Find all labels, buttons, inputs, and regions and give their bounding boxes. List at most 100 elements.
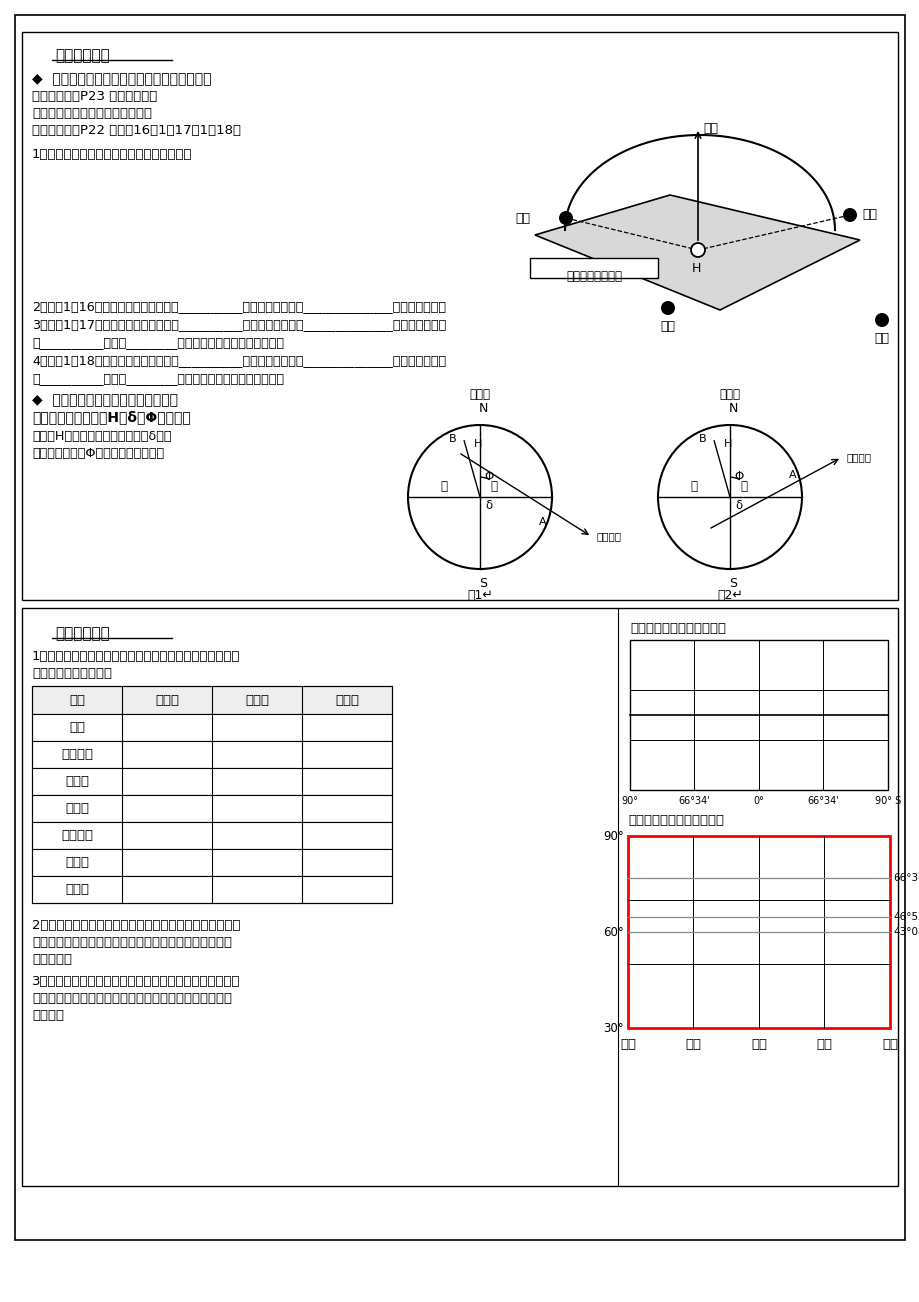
Text: 太阳的视运动轨迹: 太阳的视运动轨迹	[565, 270, 621, 283]
Text: 地平面: 地平面	[719, 388, 740, 401]
Text: 纬线: 纬线	[69, 694, 85, 707]
Text: 并在右边上图上画出两分两至日正午太阳高度随纬度的变: 并在右边上图上画出两分两至日正午太阳高度随纬度的变	[32, 936, 232, 949]
Bar	[32, 822, 391, 849]
Polygon shape	[535, 195, 859, 310]
Text: 光直射点纬度、Φ为所求地当地纬度）: 光直射点纬度、Φ为所求地当地纬度）	[32, 447, 164, 460]
Text: 2、根据计算结果，探讨正午太阳高度随纬度的变化规律，: 2、根据计算结果，探讨正午太阳高度随纬度的变化规律，	[32, 919, 240, 932]
Text: 夏至: 夏至	[750, 1038, 766, 1051]
Text: 30°: 30°	[603, 1022, 623, 1035]
Text: 0°: 0°	[753, 796, 764, 806]
Text: 夏至日: 夏至日	[244, 694, 268, 707]
Text: δ: δ	[484, 499, 492, 512]
Circle shape	[660, 301, 675, 315]
Text: H: H	[691, 262, 700, 275]
Bar	[628, 836, 889, 1029]
Text: S: S	[479, 577, 486, 590]
Bar	[32, 796, 391, 822]
Text: 《定向自学》: 《定向自学》	[55, 48, 109, 62]
Text: 北极点: 北极点	[65, 802, 89, 815]
Bar	[32, 741, 391, 768]
Text: 66°34': 66°34'	[678, 796, 709, 806]
Text: ◆  任务二：根据右面的图１和图２，: ◆ 任务二：根据右面的图１和图２，	[32, 393, 177, 408]
Text: 图1↵: 图1↵	[467, 589, 493, 602]
Text: 图2↵: 图2↵	[716, 589, 743, 602]
Text: B: B	[698, 434, 706, 444]
Text: 材料３：教材P22 图１－16、1－17、1－18。: 材料３：教材P22 图１－16、1－17、1－18。	[32, 124, 241, 137]
Text: A: A	[539, 517, 546, 527]
Text: 90°: 90°	[603, 829, 623, 842]
Text: 北回归线: 北回归线	[61, 749, 93, 760]
Bar	[32, 686, 391, 713]
Text: 春分: 春分	[685, 1038, 701, 1051]
Bar	[32, 876, 391, 904]
Text: （图中H为所求地正午太阳高度。δ为阳: （图中H为所求地正午太阳高度。δ为阳	[32, 430, 171, 443]
Text: 正午太阳高度的纬度变化：: 正午太阳高度的纬度变化：	[630, 622, 725, 635]
Text: N: N	[478, 402, 487, 415]
Text: 90°: 90°	[621, 796, 638, 806]
Text: 两分日: 两分日	[154, 694, 179, 707]
Text: 2、据图1－16填空，两分日时阳光直射__________，正午太阳高度从______________向南北两侧递减: 2、据图1－16填空，两分日时阳光直射__________，正午太阳高度从___…	[32, 299, 446, 312]
Text: 冬至: 冬至	[619, 1038, 635, 1051]
Text: S: S	[728, 577, 736, 590]
Text: 在右面的下图上画出各纬线上正午太阳高度随季节的变化: 在右面的下图上画出各纬线上正午太阳高度随季节的变化	[32, 992, 232, 1005]
Text: 66°34': 66°34'	[807, 796, 838, 806]
Text: 正午: 正午	[515, 212, 529, 225]
Circle shape	[690, 243, 704, 256]
Circle shape	[874, 312, 888, 327]
Text: 46°52': 46°52'	[892, 911, 919, 922]
Text: 至日的正午太阳高度。: 至日的正午太阳高度。	[32, 667, 112, 680]
Text: H: H	[723, 439, 732, 449]
Bar	[32, 713, 391, 741]
Text: 南极点: 南极点	[65, 883, 89, 896]
Text: 1、什么是太阳高度？什么是正午太阳高度？: 1、什么是太阳高度？什么是正午太阳高度？	[32, 148, 192, 161]
Text: 60°: 60°	[603, 926, 623, 939]
Text: 赤: 赤	[440, 480, 447, 493]
Bar	[22, 608, 897, 1186]
Text: 南极圈: 南极圈	[65, 855, 89, 868]
Bar	[529, 258, 657, 279]
Circle shape	[559, 211, 573, 225]
Text: 冬至日: 冬至日	[335, 694, 358, 707]
Text: A: A	[789, 470, 796, 480]
Text: 冬至: 冬至	[881, 1038, 897, 1051]
Text: 4、据图1－18填空，冬至日时阳光直射__________，正午太阳高度从______________向南北两侧递减: 4、据图1－18填空，冬至日时阳光直射__________，正午太阳高度从___…	[32, 354, 446, 367]
Text: 材料２：某地太阳周日视运动图；: 材料２：某地太阳周日视运动图；	[32, 107, 152, 120]
Text: 太阳光线: 太阳光线	[596, 531, 621, 542]
Text: 秋分: 秋分	[816, 1038, 832, 1051]
Text: 太阳: 太阳	[874, 332, 889, 345]
Circle shape	[842, 208, 857, 223]
Bar	[32, 768, 391, 796]
Text: 且__________及其以________正午太阳高度达一年中最大値。: 且__________及其以________正午太阳高度达一年中最大値。	[32, 336, 284, 349]
Text: 南回归线: 南回归线	[61, 829, 93, 842]
Text: 90° S: 90° S	[874, 796, 900, 806]
Bar	[22, 33, 897, 600]
Text: 66°34': 66°34'	[892, 874, 919, 883]
Text: 43°08': 43°08'	[892, 927, 919, 937]
Text: 北极圈: 北极圈	[65, 775, 89, 788]
Text: 《合作探究》: 《合作探究》	[55, 626, 109, 641]
Text: 傀晚: 傀晚	[861, 208, 876, 221]
Text: Φ: Φ	[733, 470, 743, 483]
Text: 正午太阳高度的季节变化：: 正午太阳高度的季节变化：	[628, 814, 723, 827]
Text: ◆  任务一：独学下列材料，思考后面的问题：: ◆ 任务一：独学下列材料，思考后面的问题：	[32, 72, 211, 86]
Text: 1、计算赤道、南北回归线、南北极圈、南北极点在两分两: 1、计算赤道、南北回归线、南北极圈、南北极点在两分两	[32, 650, 240, 663]
Text: 3、据图1－17填空，夏至日时阳光直射__________，正午太阳高度从______________向南北两侧递减: 3、据图1－17填空，夏至日时阳光直射__________，正午太阳高度从___…	[32, 318, 446, 331]
Text: N: N	[728, 402, 737, 415]
Text: 头顶: 头顶	[702, 122, 717, 135]
Text: 赤道: 赤道	[69, 721, 85, 734]
Text: 运用几何方法，求出H与δ、Φ的关系。: 运用几何方法，求出H与δ、Φ的关系。	[32, 410, 190, 424]
Text: 道: 道	[740, 480, 747, 493]
Text: B: B	[448, 434, 456, 444]
Text: 化折线图。: 化折线图。	[32, 953, 72, 966]
Text: 早晨: 早晨	[660, 320, 675, 333]
Text: 材料１：课本P23 正文第二段；: 材料１：课本P23 正文第二段；	[32, 90, 157, 103]
Text: 且__________及其以________正午太阳高度达一年中最大値。: 且__________及其以________正午太阳高度达一年中最大値。	[32, 372, 284, 385]
Text: δ: δ	[734, 499, 742, 512]
Text: 折线图。: 折线图。	[32, 1009, 64, 1022]
Text: Φ: Φ	[483, 470, 493, 483]
Text: 太阳光线: 太阳光线	[845, 452, 870, 462]
Text: 赤: 赤	[690, 480, 697, 493]
Text: 地平面: 地平面	[469, 388, 490, 401]
Bar	[32, 849, 391, 876]
Text: 道: 道	[491, 480, 497, 493]
